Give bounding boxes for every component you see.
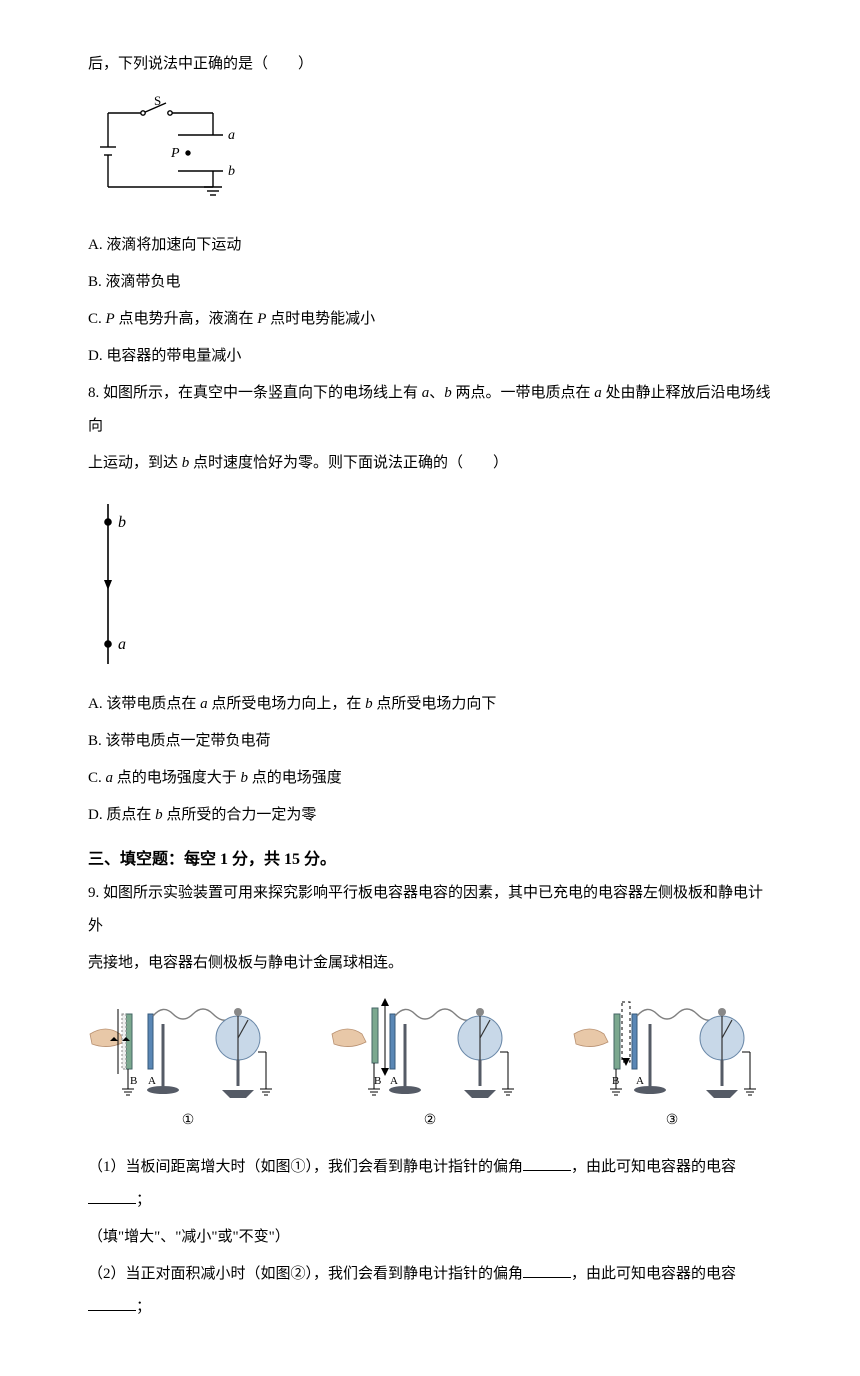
var-b: b <box>155 807 163 823</box>
q7-circuit-diagram: S a P b <box>88 95 772 215</box>
q9-stem-line1: 9. 如图所示实验装置可用来探究影响平行板电容器电容的因素，其中已充电的电容器左… <box>88 877 772 943</box>
q7-opt-B: B. 液滴带负电 <box>88 266 772 299</box>
text: 点所受电场力向下 <box>373 696 497 712</box>
text: 8. 如图所示，在真空中一条竖直向下的电场线上有 <box>88 385 422 401</box>
blank-input[interactable] <box>523 1156 571 1171</box>
svg-text:B: B <box>130 1075 137 1087</box>
section-3-title: 三、填空题：每空 1 分，共 15 分。 <box>88 842 772 877</box>
q7-stem: 后，下列说法中正确的是（ ） <box>88 48 772 81</box>
text: （1）当板间距离增大时（如图①），我们会看到静电计指针的偏角 <box>88 1159 523 1175</box>
blank-input[interactable] <box>88 1189 136 1204</box>
var-a: a <box>594 385 602 401</box>
text: ； <box>136 1299 151 1315</box>
svg-text:a: a <box>228 128 235 143</box>
text: 点的电场强度大于 <box>113 770 241 786</box>
svg-text:A: A <box>390 1075 398 1087</box>
text: A. 该带电质点在 <box>88 696 200 712</box>
var-P: P <box>257 311 266 327</box>
text: C. <box>88 770 106 786</box>
text: 点时电势能减小 <box>266 311 375 327</box>
var-b: b <box>365 696 373 712</box>
text: ； <box>136 1192 151 1208</box>
q9-cap-3: ③ <box>666 1106 679 1137</box>
q8-opt-A: A. 该带电质点在 a 点所受电场力向上，在 b 点所受电场力向下 <box>88 688 772 721</box>
text: ，由此可知电容器的电容 <box>571 1266 736 1282</box>
q9-cap-1: ① <box>182 1106 195 1137</box>
q9-stem-line2: 壳接地，电容器右侧极板与静电计金属球相连。 <box>88 947 772 980</box>
q8-opt-C: C. a 点的电场强度大于 b 点的电场强度 <box>88 762 772 795</box>
q9-part2: （2）当正对面积减小时（如图②），我们会看到静电计指针的偏角 ，由此可知电容器的电… <box>88 1258 772 1324</box>
blank-input[interactable] <box>88 1296 136 1311</box>
svg-text:b: b <box>118 514 126 531</box>
text: 两点。一带电质点在 <box>452 385 595 401</box>
q8-opt-D: D. 质点在 b 点所受的合力一定为零 <box>88 799 772 832</box>
blank-input[interactable] <box>523 1263 571 1278</box>
q9-fig-2: B A ② <box>330 994 530 1137</box>
text: 上运动，到达 <box>88 455 182 471</box>
svg-text:A: A <box>636 1075 644 1087</box>
var-a: a <box>106 770 114 786</box>
text: C. <box>88 311 106 327</box>
q7-opt-D: D. 电容器的带电量减小 <box>88 340 772 373</box>
var-b: b <box>444 385 452 401</box>
var-a: a <box>200 696 208 712</box>
text: 点的电场强度 <box>248 770 342 786</box>
text: ，由此可知电容器的电容 <box>571 1159 736 1175</box>
q8-stem-line2: 上运动，到达 b 点时速度恰好为零。则下面说法正确的（ ） <box>88 447 772 480</box>
svg-text:a: a <box>118 636 126 653</box>
svg-text:P: P <box>170 146 180 161</box>
text: 点时速度恰好为零。则下面说法正确的（ ） <box>189 455 508 471</box>
q7-opt-C: C. P 点电势升高，液滴在 P 点时电势能减小 <box>88 303 772 336</box>
q8-field-line-diagram: b a <box>88 494 772 674</box>
text: 点所受电场力向上，在 <box>208 696 366 712</box>
var-P: P <box>106 311 115 327</box>
text: 、 <box>429 385 444 401</box>
q7-opt-A: A. 液滴将加速向下运动 <box>88 229 772 262</box>
q8-stem-line1: 8. 如图所示，在真空中一条竖直向下的电场线上有 a、b 两点。一带电质点在 a… <box>88 377 772 443</box>
q9-cap-2: ② <box>424 1106 437 1137</box>
text: （2）当正对面积减小时（如图②），我们会看到静电计指针的偏角 <box>88 1266 523 1282</box>
q9-apparatus-row: B A <box>88 994 772 1137</box>
q9-part1: （1）当板间距离增大时（如图①），我们会看到静电计指针的偏角 ，由此可知电容器的电… <box>88 1151 772 1217</box>
q8-opt-B: B. 该带电质点一定带负电荷 <box>88 725 772 758</box>
text: 点所受的合力一定为零 <box>163 807 317 823</box>
text: D. 质点在 <box>88 807 155 823</box>
svg-text:B: B <box>374 1075 381 1087</box>
var-b: b <box>241 770 249 786</box>
text: 点电势升高，液滴在 <box>115 311 258 327</box>
q9-fig-3: B A ③ <box>572 994 772 1137</box>
q9-part1-hint: （填"增大"、"减小"或"不变"） <box>88 1221 772 1254</box>
svg-text:S: S <box>154 95 161 108</box>
svg-text:A: A <box>148 1075 156 1087</box>
svg-text:b: b <box>228 164 235 179</box>
q9-fig-1: B A <box>88 994 288 1137</box>
